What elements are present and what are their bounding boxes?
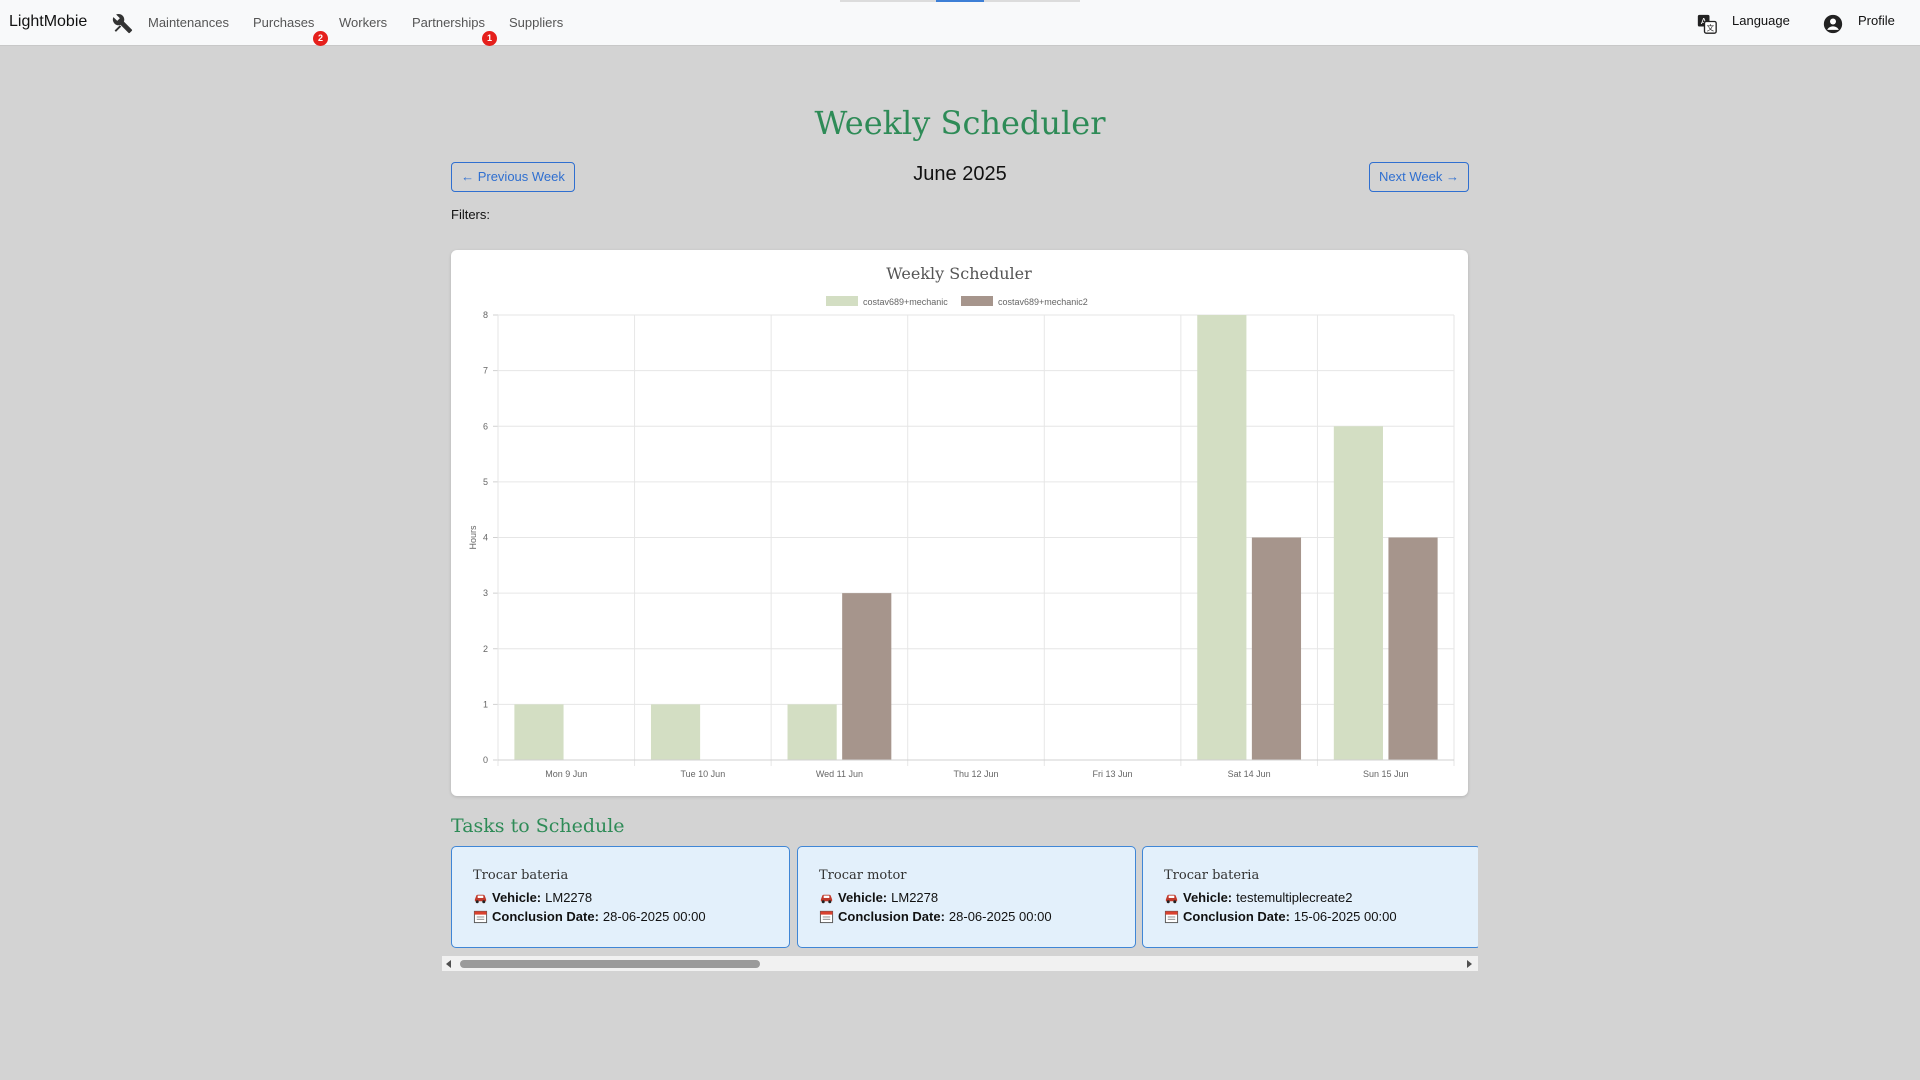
scroll-right-arrow-icon[interactable] (1467, 960, 1472, 968)
purchases-badge: 2 (313, 31, 328, 46)
conclusion-date-value: 28-06-2025 00:00 (948, 909, 1052, 924)
task-card[interactable]: Trocar bateria Vehicle: LM2278 Conclusion D… (451, 846, 790, 948)
bar-mechanic (1197, 315, 1247, 760)
previous-week-button[interactable]: ← Previous Week (451, 162, 575, 192)
y-tick-label: 8 (483, 310, 488, 320)
bar-mechanic (514, 704, 564, 760)
chart-title: Weekly Scheduler (886, 264, 1032, 283)
nav-link-purchases[interactable]: Purchases (253, 15, 315, 30)
vehicle-value: LM2278 (545, 890, 593, 905)
nav-link-workers[interactable]: Workers (339, 15, 388, 30)
x-tick-label: Wed 11 Jun (816, 769, 863, 779)
task-vehicle-line: Vehicle: LM2278 (473, 890, 592, 905)
top-navbar: LightMobie Maintenances Purchases 2 Work… (0, 0, 1920, 46)
x-tick-label: Tue 10 Jun (681, 769, 726, 779)
task-date-line: Conclusion Date: 28-06-2025 00:00 (473, 909, 706, 924)
car-icon (1165, 894, 1178, 904)
y-tick-label: 6 (483, 421, 488, 431)
next-week-button[interactable]: Next Week → (1369, 162, 1469, 192)
vehicle-label: Vehicle: (838, 890, 888, 905)
conclusion-date-value: 15-06-2025 00:00 (1293, 909, 1397, 924)
x-tick-label: Mon 9 Jun (545, 769, 587, 779)
bar-mechanic2 (1251, 537, 1302, 760)
top-progress-indicator (840, 0, 1080, 2)
tasks-scroll-container[interactable]: Trocar bateria Vehicle: LM2278 Conclusion D… (442, 845, 1478, 971)
bar-mechanic2 (1388, 537, 1438, 760)
translate-icon[interactable]: A 文 (1697, 14, 1717, 34)
task-date-line: Conclusion Date: 28-06-2025 00:00 (819, 909, 1052, 924)
filters-label: Filters: (451, 207, 490, 222)
scroll-left-arrow-icon[interactable] (446, 960, 451, 968)
task-vehicle-line: Vehicle: testemultiplecreate2 (1164, 890, 1352, 905)
bar-mechanic2 (842, 593, 892, 760)
y-tick-label: 5 (483, 477, 488, 487)
vehicle-label: Vehicle: (1183, 890, 1233, 905)
brand-logo[interactable]: LightMobie (9, 13, 88, 30)
task-title: Trocar motor (819, 868, 907, 883)
bar-mechanic (1333, 426, 1383, 760)
conclusion-date-label: Conclusion Date: (838, 909, 945, 924)
car-icon (820, 894, 833, 904)
task-title: Trocar bateria (1164, 868, 1260, 883)
y-tick-label: 3 (483, 588, 488, 598)
calendar-icon (819, 910, 834, 924)
vehicle-value: LM2278 (891, 890, 939, 905)
partnerships-badge: 1 (482, 31, 497, 46)
legend-swatch (826, 296, 858, 306)
svg-text:文: 文 (1707, 23, 1715, 33)
vehicle-label: Vehicle: (492, 890, 542, 905)
nav-link-maintenances[interactable]: Maintenances (148, 15, 229, 30)
profile-menu[interactable]: Profile (1858, 13, 1895, 28)
task-vehicle-line: Vehicle: LM2278 (819, 890, 938, 905)
month-label: June 2025 (913, 163, 1007, 185)
x-tick-label: Sat 14 Jun (1228, 769, 1271, 779)
bar-mechanic (787, 704, 837, 760)
calendar-icon (473, 910, 488, 924)
y-tick-label: 7 (483, 366, 488, 376)
tasks-section-title: Tasks to Schedule (451, 815, 625, 837)
scheduler-chart-card: Weekly Scheduler costav689+mechanic costav… (451, 250, 1468, 796)
language-menu[interactable]: Language (1732, 13, 1790, 28)
legend-label: costav689+mechanic2 (998, 297, 1088, 307)
legend-label: costav689+mechanic (863, 297, 948, 307)
svg-text:A: A (1701, 16, 1707, 26)
tools-icon (112, 13, 133, 34)
x-tick-label: Fri 13 Jun (1093, 769, 1133, 779)
nav-link-partnerships[interactable]: Partnerships (412, 15, 485, 30)
y-tick-label: 4 (483, 533, 488, 543)
car-icon (474, 894, 487, 904)
profile-icon[interactable] (1823, 14, 1843, 34)
conclusion-date-value: 28-06-2025 00:00 (602, 909, 706, 924)
nav-link-suppliers[interactable]: Suppliers (509, 15, 564, 30)
y-tick-label: 2 (483, 644, 488, 654)
task-card[interactable]: Trocar bateria Vehicle: testemultiplecreat… (1142, 846, 1478, 948)
task-card[interactable]: Trocar motor Vehicle: LM2278 Conclusion Dat… (797, 846, 1136, 948)
page-title: Weekly Scheduler (814, 104, 1106, 142)
conclusion-date-label: Conclusion Date: (1183, 909, 1290, 924)
x-tick-label: Thu 12 Jun (953, 769, 998, 779)
vehicle-value: testemultiplecreate2 (1236, 890, 1353, 905)
calendar-icon (1164, 910, 1179, 924)
scrollbar-thumb[interactable] (460, 960, 760, 968)
y-tick-label: 0 (483, 755, 488, 765)
legend-swatch (961, 296, 993, 306)
task-title: Trocar bateria (473, 868, 569, 883)
bar-mechanic (650, 704, 701, 760)
scheduler-chart: Weekly Scheduler costav689+mechanic costav… (468, 264, 1455, 779)
y-tick-label: 1 (483, 699, 488, 709)
horizontal-scrollbar[interactable] (442, 956, 1478, 971)
task-date-line: Conclusion Date: 15-06-2025 00:00 (1164, 909, 1397, 924)
y-axis-label: Hours (468, 525, 478, 550)
conclusion-date-label: Conclusion Date: (492, 909, 599, 924)
x-tick-label: Sun 15 Jun (1363, 769, 1409, 779)
